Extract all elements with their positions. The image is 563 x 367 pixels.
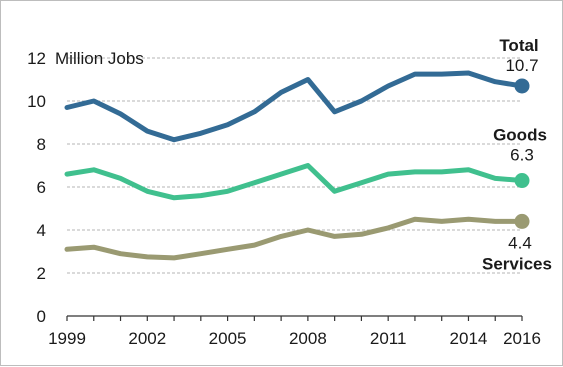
series-name-services: Services (482, 254, 552, 273)
end-point-total (514, 78, 530, 94)
x-tick-label: 1999 (48, 329, 86, 348)
series-line-goods (64, 163, 525, 201)
y-tick-label: 6 (37, 178, 46, 197)
axes (66, 315, 523, 321)
x-tick-label: 2008 (289, 329, 327, 348)
series-name-goods: Goods (493, 126, 547, 145)
x-tick-label: 2002 (128, 329, 166, 348)
y-tick-label: 0 (37, 307, 46, 326)
series-name-total: Total (499, 36, 538, 55)
x-tick-label: 2014 (450, 329, 488, 348)
end-point-goods (514, 173, 530, 189)
unit-label: Million Jobs (55, 49, 144, 68)
end-value-goods: 6.3 (510, 146, 534, 165)
y-tick-label: 10 (27, 92, 46, 111)
end-value-total: 10.7 (505, 56, 538, 75)
y-tick-label: 4 (37, 221, 46, 240)
y-tick-label: 8 (37, 135, 46, 154)
x-tick-label: 2011 (370, 329, 407, 348)
y-tick-label: 12 (27, 49, 46, 68)
series-lines (64, 70, 530, 261)
end-point-services (514, 213, 530, 229)
x-tick-label: 2016 (503, 329, 541, 348)
series-line-services (64, 216, 525, 261)
y-tick-label: 2 (37, 264, 46, 283)
labels: 0 2 4 6 8 10 12 1999 2002 2005 2008 2011 2014 2016 Mil… (27, 36, 552, 348)
gridlines (67, 57, 522, 274)
series-line-total (64, 70, 525, 143)
x-tick-label: 2005 (209, 329, 247, 348)
end-value-services: 4.4 (508, 233, 532, 252)
